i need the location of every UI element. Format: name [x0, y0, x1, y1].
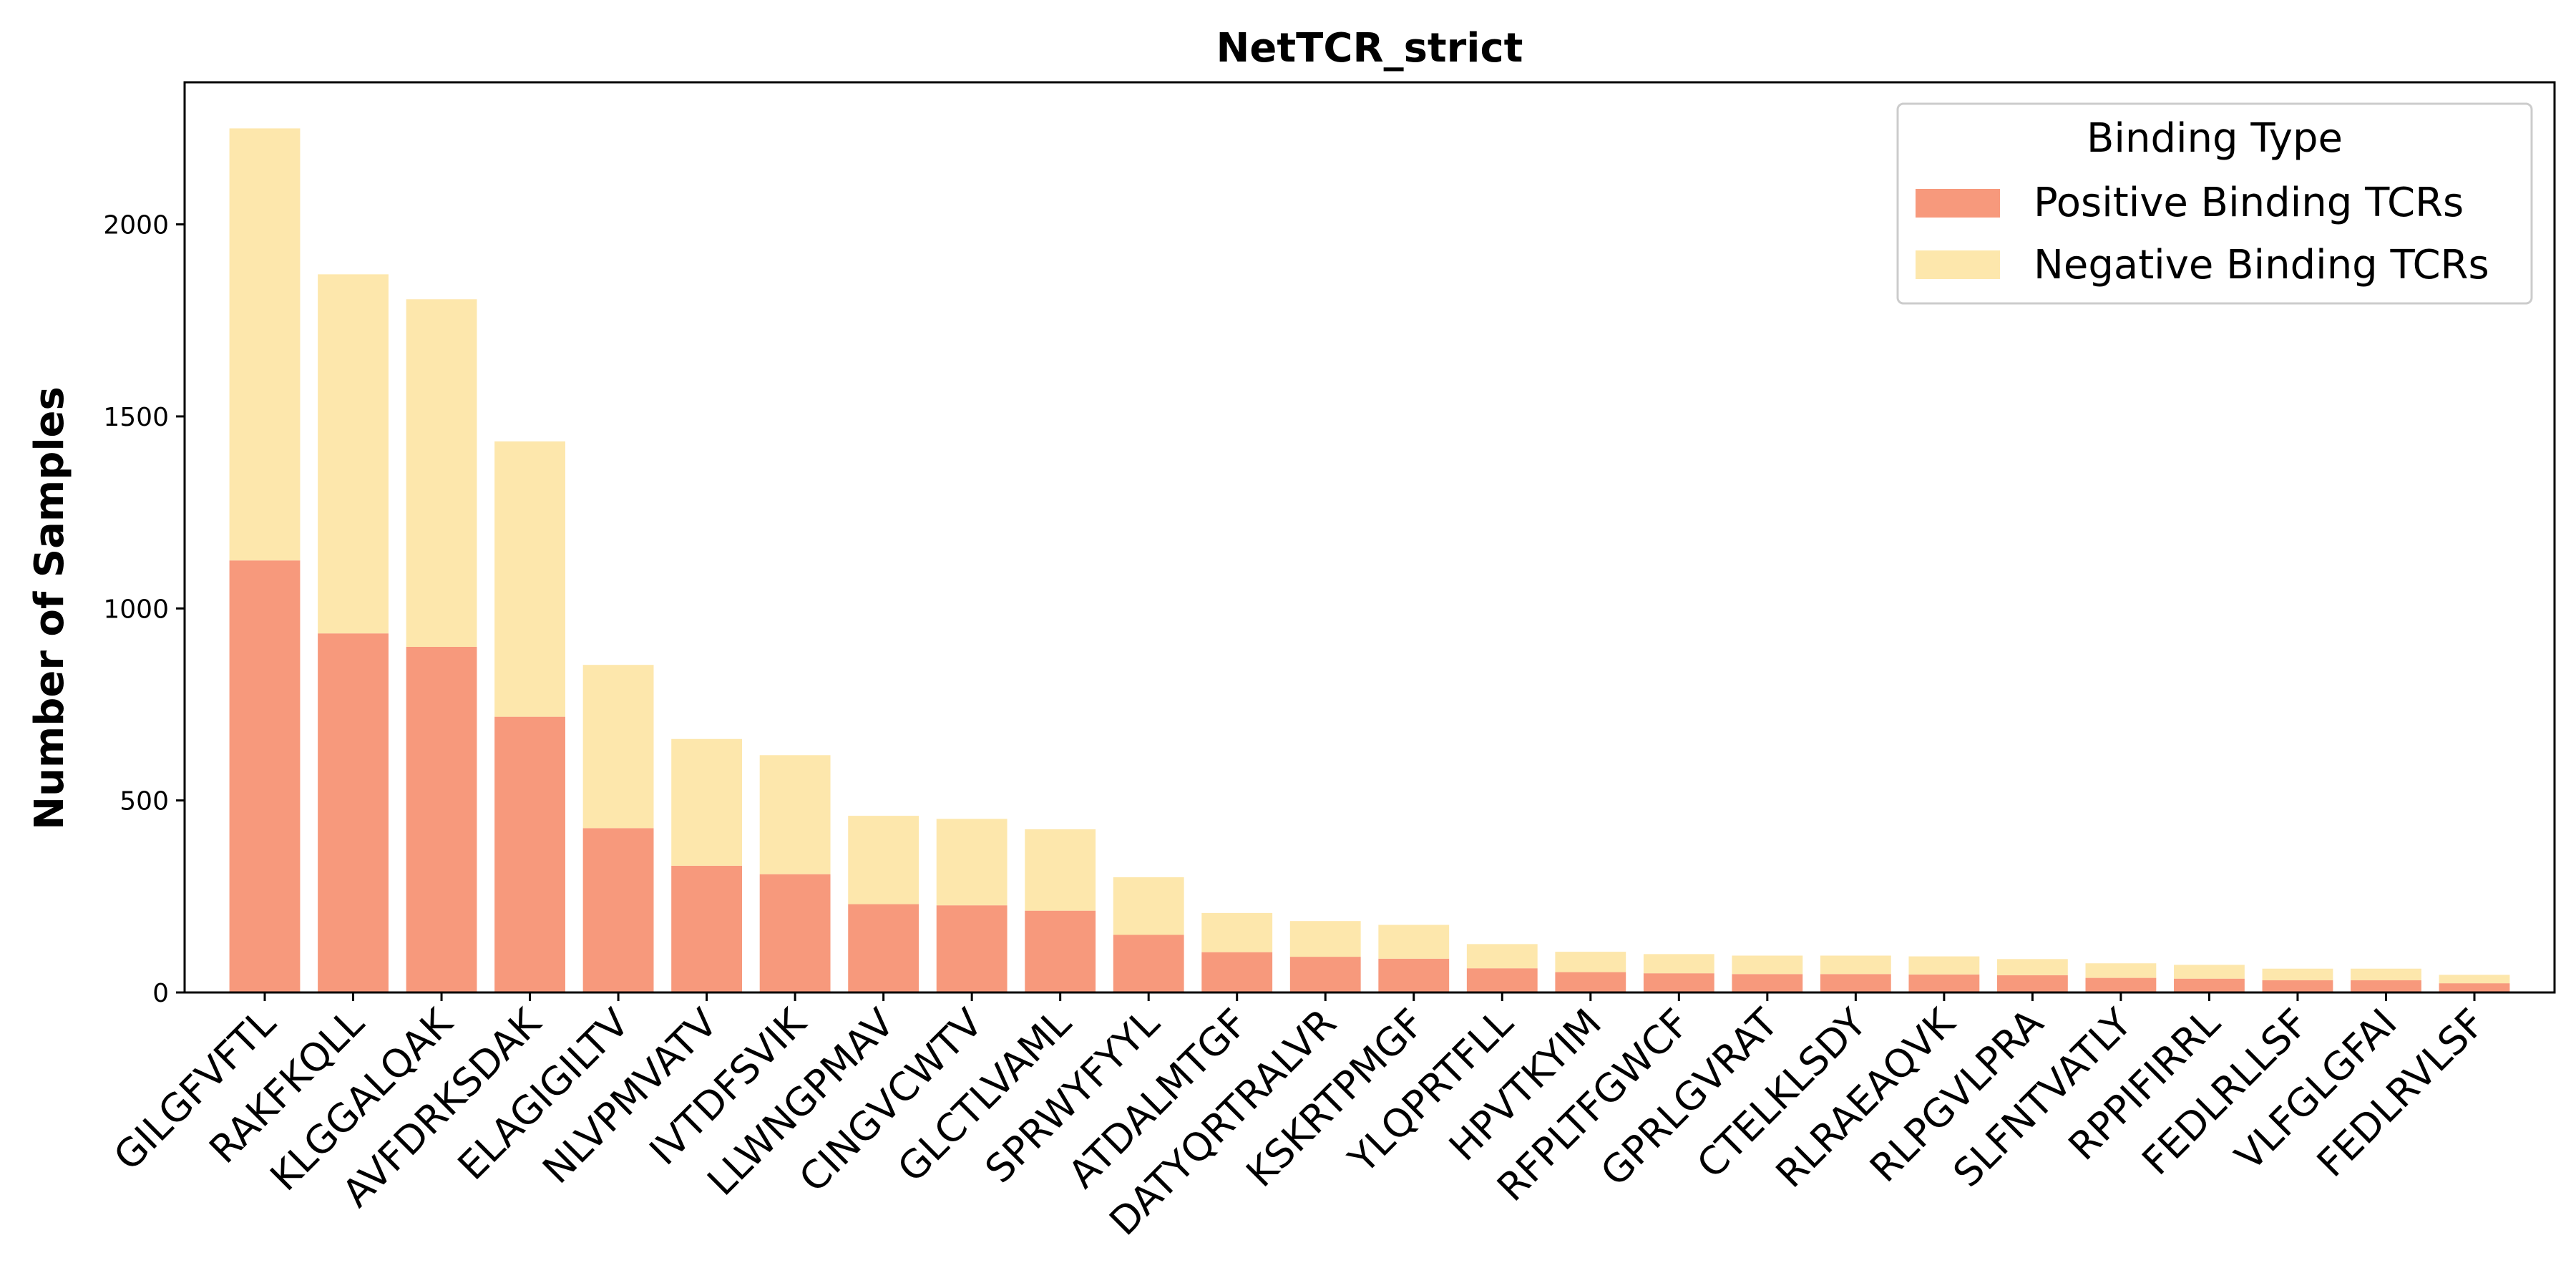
bar-negative-atdalmtgf	[1201, 912, 1273, 952]
bar-positive-rlpgvlpra	[1996, 975, 2068, 992]
bar-positive-kskrtpmgf	[1378, 958, 1450, 992]
bars-layer	[229, 128, 2510, 992]
bar-positive-fedlrllsf	[2262, 980, 2333, 992]
y-axis-ticks: 0 500 1000 1500 2000	[103, 211, 185, 1008]
bar-positive-rfpltfgwcf	[1643, 973, 1714, 992]
bar-negative-ctelklsdy	[1820, 955, 1891, 975]
bar-positive-llwngpmav	[848, 904, 919, 992]
y-axis-title: Number of Samples	[26, 386, 73, 830]
bar-positive-nlvpmvatv	[671, 865, 743, 992]
bar-negative-avfdrksdak	[494, 441, 565, 717]
bar-negative-slfntvatly	[2085, 963, 2157, 978]
bar-negative-fedlrvlsf	[2439, 975, 2510, 984]
bar-positive-rakfkqll	[318, 633, 389, 992]
bar-negative-kskrtpmgf	[1378, 924, 1450, 959]
bar-negative-gprlgvrat	[1732, 955, 1803, 975]
bar-negative-glctlvaml	[1025, 829, 1096, 911]
y-tick-label: 1500	[103, 403, 169, 432]
bar-positive-ctelklsdy	[1820, 974, 1891, 992]
bar-positive-atdalmtgf	[1201, 952, 1273, 992]
bar-negative-cingvcwtv	[936, 819, 1008, 906]
legend-title: Binding Type	[2087, 115, 2343, 162]
legend: Binding Type Positive Binding TCRs Negat…	[1896, 102, 2533, 305]
bar-positive-klggalqak	[406, 646, 477, 992]
legend-label-positive: Positive Binding TCRs	[2034, 180, 2464, 226]
y-tick-label: 500	[119, 787, 169, 816]
bar-negative-rppifirrl	[2174, 965, 2245, 979]
bar-positive-avfdrksdak	[494, 716, 565, 992]
legend-label-negative: Negative Binding TCRs	[2034, 242, 2489, 288]
bar-negative-klggalqak	[406, 299, 477, 647]
bar-positive-rppifirrl	[2174, 978, 2245, 992]
bar-positive-vlfglgfai	[2351, 980, 2421, 992]
bar-negative-gilgfvftl	[229, 128, 301, 561]
bar-positive-gprlgvrat	[1732, 974, 1803, 992]
bar-positive-cingvcwtv	[936, 905, 1008, 992]
legend-box	[1896, 102, 2533, 305]
bar-positive-gilgfvftl	[229, 560, 301, 992]
legend-swatch-negative	[1916, 250, 2000, 279]
bar-negative-nlvpmvatv	[671, 738, 743, 866]
bar-positive-datyqrtralvr	[1289, 957, 1361, 992]
bar-positive-slfntvatly	[2085, 977, 2157, 992]
bar-negative-rfpltfgwcf	[1643, 954, 1714, 974]
bar-positive-sprwyfyyl	[1113, 935, 1184, 992]
bar-positive-ylqprtfll	[1466, 968, 1538, 992]
chart-title: NetTCR_strict	[1216, 25, 1523, 72]
bar-negative-rlraeaqvk	[1908, 956, 1980, 975]
bar-positive-glctlvaml	[1025, 910, 1096, 992]
bar-positive-ivtdfsvik	[759, 874, 831, 992]
bar-negative-elagigiltv	[582, 665, 654, 829]
bar-negative-sprwyfyyl	[1113, 877, 1184, 935]
y-tick-label: 2000	[103, 211, 169, 240]
bar-positive-fedlrvlsf	[2439, 983, 2510, 992]
y-tick-label: 1000	[103, 595, 169, 624]
bar-negative-rakfkqll	[318, 274, 389, 634]
bar-negative-hpvtkyim	[1555, 952, 1626, 972]
bar-negative-ylqprtfll	[1466, 944, 1538, 969]
y-tick-label: 0	[152, 979, 169, 1008]
bar-positive-elagigiltv	[582, 828, 654, 992]
bar-negative-datyqrtralvr	[1289, 921, 1361, 957]
bar-negative-fedlrllsf	[2262, 968, 2333, 980]
bar-negative-vlfglgfai	[2351, 968, 2421, 980]
bar-positive-rlraeaqvk	[1908, 974, 1980, 992]
legend-swatch-positive	[1916, 189, 2000, 218]
bar-positive-hpvtkyim	[1555, 972, 1626, 992]
plot-frame	[183, 81, 2556, 994]
bar-negative-ivtdfsvik	[759, 755, 831, 874]
bar-negative-llwngpmav	[848, 816, 919, 904]
bar-negative-rlpgvlpra	[1996, 959, 2068, 975]
